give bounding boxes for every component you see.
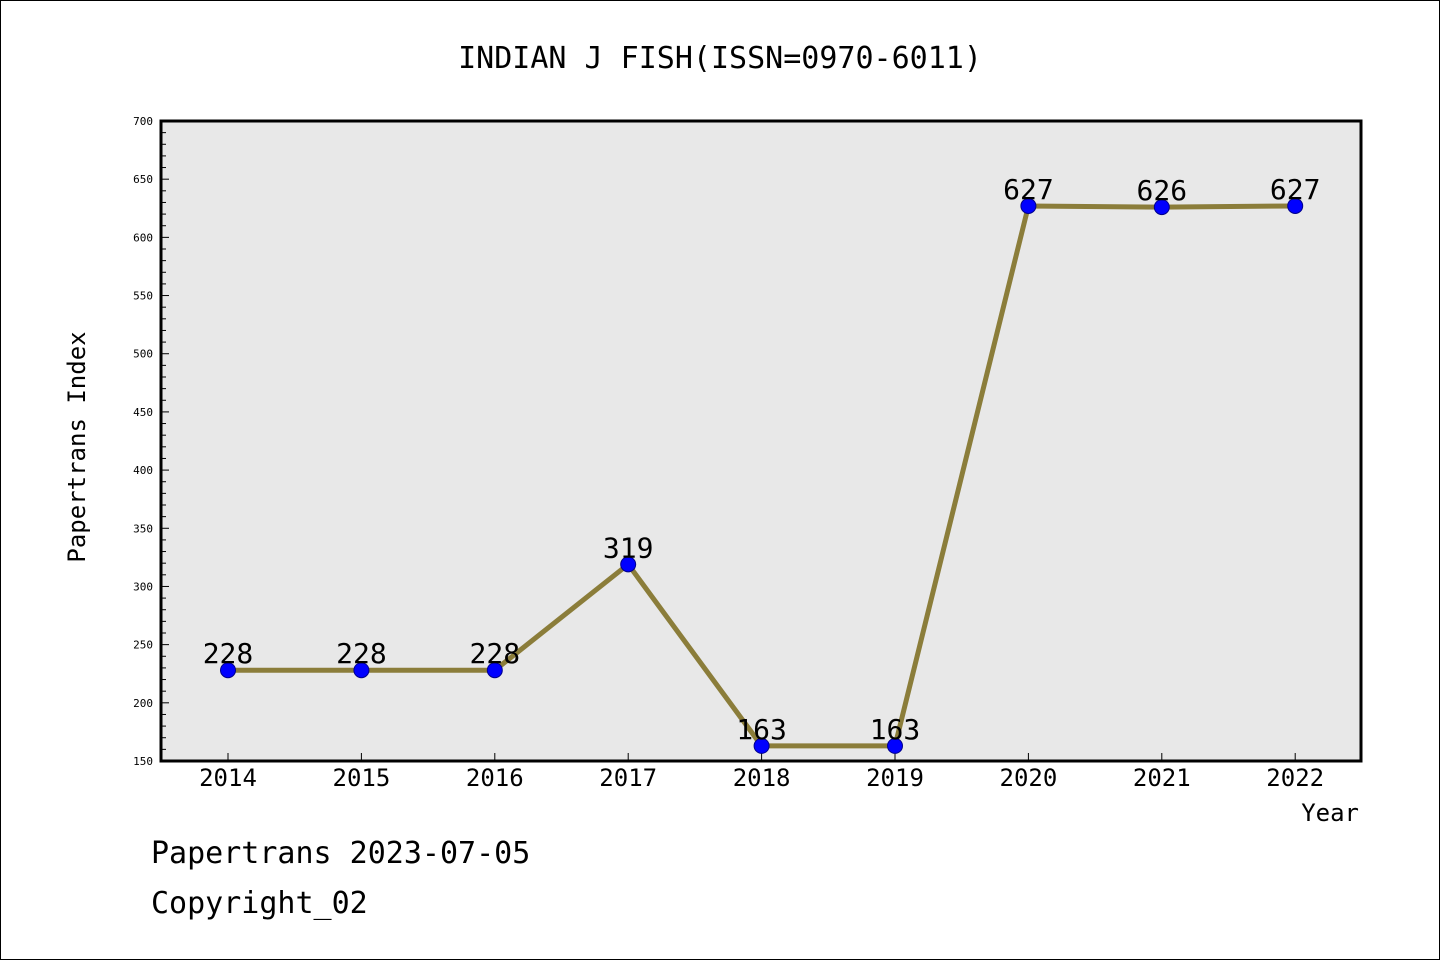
- data-label: 626: [1137, 174, 1188, 207]
- x-axis-label: Year: [1301, 799, 1359, 827]
- data-label: 627: [1003, 173, 1054, 206]
- footer-copyright: Copyright_02: [151, 886, 368, 921]
- y-tick-label: 450: [133, 406, 153, 419]
- data-point: [486, 662, 503, 679]
- x-tick-label: 2016: [466, 764, 524, 792]
- y-tick-label: 150: [133, 755, 153, 768]
- data-point: [1020, 197, 1037, 214]
- data-label: 228: [336, 637, 387, 670]
- data-label: 627: [1270, 173, 1321, 206]
- x-tick-label: 2018: [733, 764, 791, 792]
- plot-area: [161, 121, 1361, 761]
- y-tick-label: 300: [133, 580, 153, 593]
- data-point: [353, 662, 370, 679]
- data-label: 228: [203, 637, 254, 670]
- x-tick-label: 2020: [1000, 764, 1058, 792]
- data-point: [220, 662, 236, 679]
- chart-title: INDIAN J FISH(ISSN=0970-6011): [458, 41, 982, 76]
- data-point: [620, 556, 637, 573]
- y-tick-label: 550: [133, 290, 153, 303]
- data-point: [1153, 199, 1170, 216]
- y-tick-label: 250: [133, 639, 153, 652]
- x-tick-label: 2014: [199, 764, 257, 792]
- y-tick-label: 500: [133, 348, 153, 361]
- x-tick-label: 2022: [1266, 764, 1324, 792]
- data-label: 319: [603, 531, 654, 564]
- x-tick-label: 2015: [333, 764, 391, 792]
- data-label: 163: [870, 713, 921, 746]
- data-point: [753, 737, 770, 754]
- x-tick-label: 2017: [599, 764, 657, 792]
- x-tick-label: 2019: [866, 764, 924, 792]
- y-tick-label: 650: [133, 173, 153, 186]
- y-tick-label: 200: [133, 697, 153, 710]
- data-point: [887, 737, 903, 754]
- y-tick-label: 350: [133, 522, 153, 535]
- data-label: 228: [470, 637, 521, 670]
- footer-date: Papertrans 2023-07-05: [151, 836, 531, 871]
- data-label: 163: [736, 713, 787, 746]
- y-tick-label: 600: [133, 231, 153, 244]
- y-tick-label: 400: [133, 464, 153, 477]
- y-tick-label: 700: [133, 115, 153, 128]
- y-axis-label: Papertrans Index: [63, 331, 91, 562]
- plot-border: [159, 119, 1363, 763]
- x-tick-label: 2021: [1133, 764, 1191, 792]
- data-point: [1287, 197, 1304, 214]
